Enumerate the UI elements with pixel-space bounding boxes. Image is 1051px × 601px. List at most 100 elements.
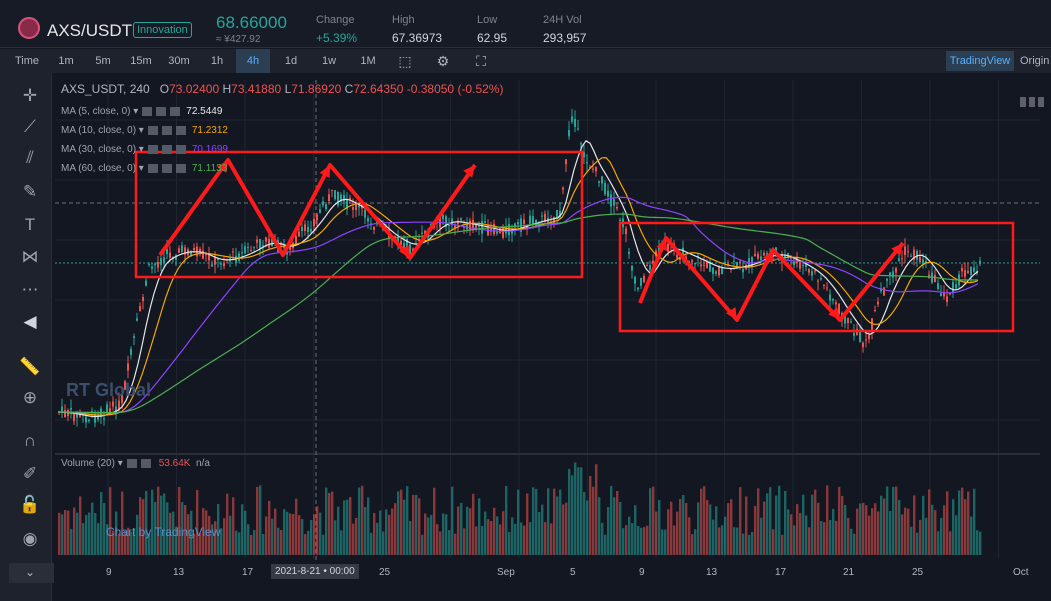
volume-bar xyxy=(931,504,934,555)
pencil-lock-icon[interactable]: ✐ xyxy=(22,464,38,483)
volume-bar xyxy=(175,526,178,555)
volume-bar xyxy=(898,500,901,555)
volume-bar xyxy=(619,501,622,555)
candle-body xyxy=(91,411,93,413)
volume-bar xyxy=(475,526,478,555)
volume-bar xyxy=(250,534,253,555)
volume-bar xyxy=(496,516,499,555)
tradingview-button[interactable]: TradingView xyxy=(946,51,1014,71)
ruler-icon[interactable]: 📏 xyxy=(19,357,41,376)
crosshair-icon[interactable]: ✛ xyxy=(22,86,38,105)
interval-1M[interactable]: 1M xyxy=(360,55,376,67)
volume-bar xyxy=(823,522,826,555)
candle-body xyxy=(232,251,234,253)
trendline-icon[interactable]: ⟋ xyxy=(24,117,36,136)
candle-body xyxy=(577,128,579,130)
interval-30m[interactable]: 30m xyxy=(168,55,190,67)
volume-bar xyxy=(484,511,487,555)
interval-1h[interactable]: 1h xyxy=(210,55,224,67)
ma10-legend[interactable]: MA (10, close, 0) ▾ 71.2312 xyxy=(61,125,228,136)
volume-bar xyxy=(763,501,766,555)
back-arrow-icon[interactable]: ◀ xyxy=(23,312,37,331)
candle-body xyxy=(523,219,525,225)
interval-1d[interactable]: 1d xyxy=(284,55,298,67)
ma30-legend[interactable]: MA (30, close, 0) ▾ 70.1699 xyxy=(61,144,228,155)
open-value: 73.02400 xyxy=(169,82,220,96)
volume-bar xyxy=(124,530,127,555)
candle-body xyxy=(862,342,864,348)
candle-body xyxy=(445,216,447,227)
pitchfork-icon[interactable]: ⫽ xyxy=(26,148,34,167)
volume-bar xyxy=(748,534,751,555)
volume-bar xyxy=(676,511,679,555)
candle-body xyxy=(181,245,183,253)
chart-type-icon[interactable]: ⬚ xyxy=(398,53,412,69)
text-icon[interactable]: T xyxy=(24,215,36,234)
candle-body xyxy=(802,265,804,267)
volume-bar xyxy=(949,531,952,555)
magnet-icon[interactable]: ∩ xyxy=(23,431,37,450)
interval-15m[interactable]: 15m xyxy=(130,55,152,67)
volume-bar xyxy=(694,529,697,555)
volume-bar xyxy=(808,527,811,555)
pair-name[interactable]: AXS/USDT xyxy=(47,21,133,40)
volume-bar xyxy=(214,521,217,555)
volume-bar xyxy=(910,526,913,555)
candle-body xyxy=(442,214,444,220)
candle-body xyxy=(163,257,165,263)
volume-bar xyxy=(145,490,148,555)
x-tick: 9 xyxy=(106,567,112,578)
volume-bar xyxy=(151,489,154,555)
volume-bar xyxy=(445,514,448,555)
chart-area[interactable] xyxy=(53,73,1051,583)
candle-body xyxy=(973,267,975,272)
fullscreen-icon[interactable]: ⛶ xyxy=(476,53,486,69)
pattern-icon[interactable]: ⋈ xyxy=(21,247,39,266)
volume-legend[interactable]: Volume (20) ▾ 53.64K n/a xyxy=(61,458,210,469)
ma60-legend[interactable]: MA (60, close, 0) ▾ 71.1133 xyxy=(61,163,228,174)
volume-bar xyxy=(592,486,595,555)
lock-icon[interactable]: 🔓 xyxy=(19,495,41,514)
measure-icon[interactable]: ⋯ xyxy=(21,280,39,299)
interval-1w[interactable]: 1w xyxy=(321,55,337,67)
volume-bar xyxy=(115,511,118,555)
tradingview-credit[interactable]: Chart by TradingView xyxy=(106,525,221,539)
candle-body xyxy=(106,404,108,412)
volume-bar xyxy=(361,485,364,555)
brush-icon[interactable]: ✎ xyxy=(22,182,38,201)
candle-body xyxy=(256,239,258,243)
settings-icon[interactable]: ⚙ xyxy=(436,53,450,69)
volume-bar xyxy=(646,525,649,555)
candle-body xyxy=(397,236,399,244)
volume-bar xyxy=(730,499,733,555)
candle-body xyxy=(451,218,453,226)
time-label[interactable]: Time xyxy=(14,55,40,67)
zoom-icon[interactable]: ⊕ xyxy=(22,388,38,407)
candle-body xyxy=(151,266,153,269)
volume-bar xyxy=(883,498,886,555)
candle-body xyxy=(403,242,405,248)
interval-4h[interactable]: 4h xyxy=(236,49,270,73)
candle-body xyxy=(643,275,645,283)
candle-body xyxy=(175,255,177,260)
interval-5m[interactable]: 5m xyxy=(95,55,111,67)
eye-icon[interactable]: ◉ xyxy=(22,529,38,548)
ma5-legend[interactable]: MA (5, close, 0) ▾ 72.5449 xyxy=(61,106,223,117)
volume-bar xyxy=(112,530,115,555)
volume-bar xyxy=(979,531,982,555)
volume-bar xyxy=(424,513,427,555)
original-button[interactable]: Origin xyxy=(1020,55,1050,67)
volume-bar xyxy=(196,489,199,555)
volume-bar xyxy=(487,519,490,555)
candle-body xyxy=(190,250,192,256)
volume-bar xyxy=(223,518,226,555)
interval-1m[interactable]: 1m xyxy=(58,55,74,67)
price-chart-canvas[interactable] xyxy=(53,73,1051,583)
watermark: RT Global xyxy=(66,380,151,400)
symbol-label: AXS_USDT, 240 xyxy=(61,82,150,96)
collapse-toolbar-button[interactable]: ⌄ xyxy=(9,563,54,583)
pane-controls-icon[interactable] xyxy=(1020,97,1046,107)
volume-bar xyxy=(289,513,292,555)
candle-body xyxy=(559,210,561,218)
candle-body xyxy=(112,401,114,407)
